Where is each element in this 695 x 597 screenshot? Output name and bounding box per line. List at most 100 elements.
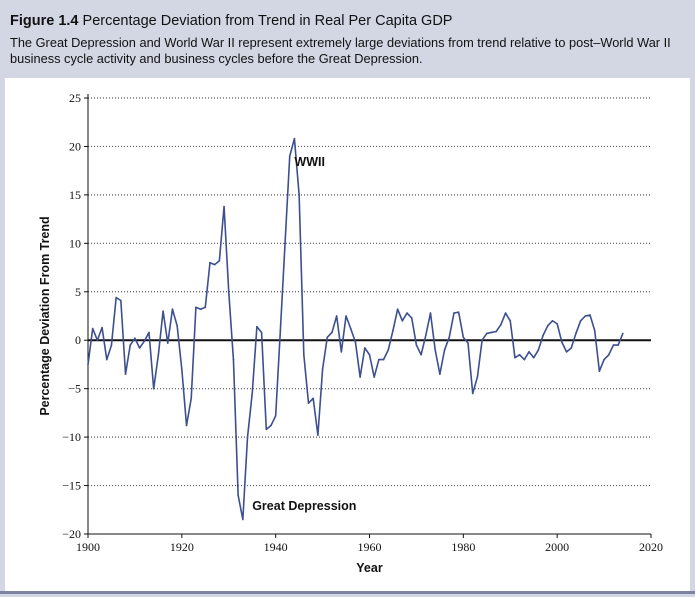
data-point xyxy=(476,376,479,378)
data-point xyxy=(467,342,469,344)
data-point xyxy=(570,347,573,349)
data-point xyxy=(434,349,436,351)
data-point xyxy=(105,358,108,361)
data-point xyxy=(514,356,516,359)
data-point xyxy=(199,308,202,311)
data-point xyxy=(607,353,610,356)
data-point xyxy=(425,334,427,337)
data-point xyxy=(87,363,89,366)
x-axis-title: Year xyxy=(356,561,383,575)
data-point xyxy=(523,358,526,361)
data-point xyxy=(138,347,141,349)
data-point xyxy=(340,351,343,353)
grid-layer xyxy=(88,97,651,487)
data-point xyxy=(410,317,413,319)
data-point xyxy=(91,327,94,330)
data-point xyxy=(312,397,315,400)
data-point xyxy=(368,353,371,356)
data-point xyxy=(490,331,493,334)
data-point xyxy=(612,344,615,346)
data-point xyxy=(303,353,305,356)
data-point xyxy=(378,358,380,361)
data-point xyxy=(354,341,357,343)
data-point xyxy=(565,351,568,353)
data-point xyxy=(359,376,361,378)
x-tick-label: 1920 xyxy=(170,540,194,554)
data-point xyxy=(396,308,399,311)
y-axis-title: Percentage Deviation From Trend xyxy=(38,216,52,415)
data-point xyxy=(556,322,558,325)
figure-number: Figure 1.4 xyxy=(10,13,79,29)
y-tick-label: −10 xyxy=(62,430,81,444)
data-point xyxy=(270,424,272,427)
y-tick-label: 15 xyxy=(69,188,81,202)
data-point xyxy=(453,312,455,314)
data-point xyxy=(256,325,258,328)
data-point xyxy=(152,387,155,390)
y-tick-label: −20 xyxy=(62,527,81,541)
data-point xyxy=(204,306,207,309)
data-point xyxy=(148,331,150,334)
data-point xyxy=(546,324,549,327)
data-point xyxy=(448,336,451,339)
plot-panel: 25 20 15 10 5 0 −5 −10 −15 −20 1900 1920 1940 1960 198… xyxy=(5,78,690,591)
annotation-label: WWII xyxy=(294,155,325,169)
bottom-rule xyxy=(0,591,695,594)
y-tick-label: 25 xyxy=(69,91,81,105)
x-tick-label: 1980 xyxy=(451,540,475,554)
data-point xyxy=(420,353,422,356)
data-point xyxy=(195,306,197,309)
data-point xyxy=(593,329,596,332)
data-point xyxy=(185,424,188,427)
data-point xyxy=(190,397,193,400)
data-point xyxy=(439,373,441,375)
data-point xyxy=(471,392,474,395)
data-point xyxy=(617,344,619,346)
x-tick-label: 1940 xyxy=(264,540,288,554)
data-point xyxy=(528,351,530,353)
data-point xyxy=(415,344,418,346)
data-point xyxy=(401,320,404,322)
x-tick-label: 1960 xyxy=(358,540,382,554)
data-point xyxy=(218,259,221,262)
data-point xyxy=(166,342,169,344)
data-point xyxy=(279,329,282,332)
data-point xyxy=(251,392,254,395)
data-point xyxy=(457,311,460,313)
data-point xyxy=(462,336,465,339)
data-point xyxy=(603,358,605,361)
data-point xyxy=(443,349,446,351)
data-point xyxy=(485,332,488,335)
x-tick-label: 2020 xyxy=(639,540,663,554)
data-point xyxy=(162,310,164,312)
data-point xyxy=(181,368,183,371)
data-point xyxy=(176,324,178,327)
data-point xyxy=(429,312,432,314)
figure-caption: The Great Depression and World War II re… xyxy=(10,35,671,66)
y-tick-label: −5 xyxy=(68,382,81,396)
data-point xyxy=(227,290,230,293)
data-point xyxy=(542,334,544,337)
data-point xyxy=(260,331,263,334)
data-point xyxy=(129,344,132,346)
data-point xyxy=(349,327,352,330)
data-point xyxy=(284,242,286,245)
data-point xyxy=(124,373,127,375)
data-point xyxy=(509,320,512,322)
data-point xyxy=(598,370,601,373)
data-point xyxy=(171,308,174,311)
data-point xyxy=(406,312,408,314)
data-point xyxy=(274,414,277,417)
data-point xyxy=(115,296,117,299)
data-point xyxy=(579,320,582,322)
data-point xyxy=(335,315,338,317)
y-tick-label: 20 xyxy=(69,139,81,153)
x-tick-label: 2000 xyxy=(545,540,569,554)
data-point xyxy=(288,155,291,157)
data-point xyxy=(331,331,333,334)
data-point xyxy=(518,353,521,356)
figure-title-text: Percentage Deviation from Trend in Real … xyxy=(82,13,453,29)
data-point xyxy=(551,320,554,322)
y-tick-label: −15 xyxy=(62,479,81,493)
data-point xyxy=(213,263,216,266)
